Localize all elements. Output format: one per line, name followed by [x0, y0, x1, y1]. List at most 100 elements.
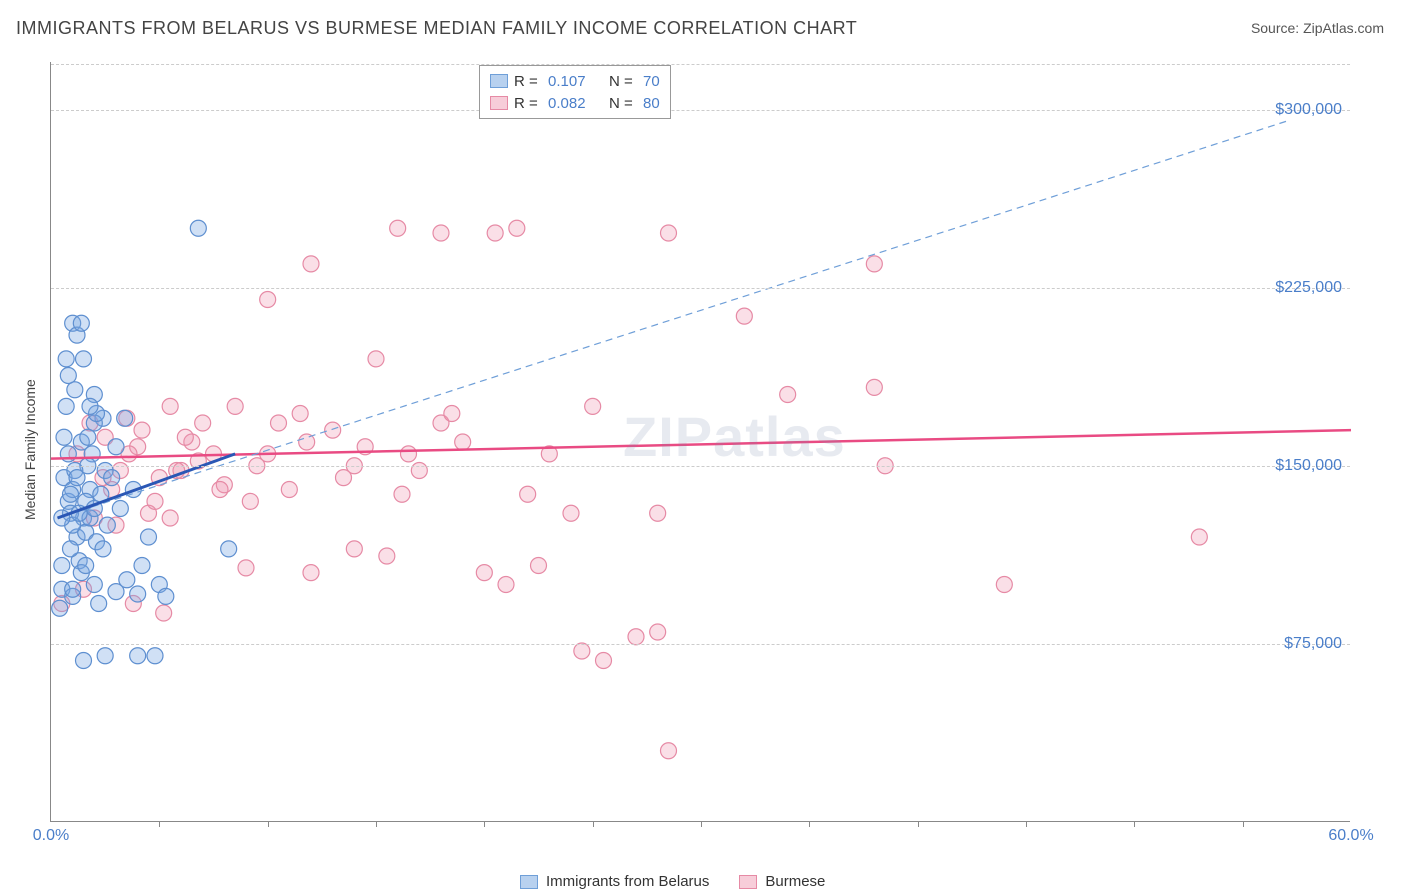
scatter-point: [866, 256, 882, 272]
scatter-point: [65, 581, 81, 597]
scatter-point: [531, 558, 547, 574]
gridline: [51, 644, 1350, 645]
scatter-point: [63, 486, 79, 502]
scatter-point: [117, 410, 133, 426]
x-tick-mark: [376, 821, 377, 827]
scatter-point: [650, 505, 666, 521]
scatter-point: [271, 415, 287, 431]
scatter-point: [242, 493, 258, 509]
scatter-point: [212, 482, 228, 498]
scatter-point: [394, 486, 410, 502]
scatter-point: [303, 256, 319, 272]
scatter-point: [99, 517, 115, 533]
scatter-point: [346, 541, 362, 557]
scatter-point: [650, 624, 666, 640]
scatter-point: [134, 558, 150, 574]
scatter-point: [63, 541, 79, 557]
scatter-point: [158, 588, 174, 604]
scatter-point: [379, 548, 395, 564]
source-label: Source: ZipAtlas.com: [1251, 20, 1384, 36]
scatter-point: [190, 220, 206, 236]
scatter-point: [281, 482, 297, 498]
scatter-point: [54, 558, 70, 574]
scatter-point: [104, 470, 120, 486]
scatter-point: [52, 600, 68, 616]
gridline: [51, 288, 1350, 289]
x-min-label: 0.0%: [33, 827, 69, 845]
scatter-point: [736, 308, 752, 324]
scatter-point: [147, 493, 163, 509]
legend-top-row: R = 0.107 N = 70: [490, 70, 660, 92]
scatter-point: [130, 648, 146, 664]
x-max-label: 60.0%: [1328, 827, 1373, 845]
x-tick-mark: [809, 821, 810, 827]
trend-line: [51, 430, 1351, 459]
scatter-point: [60, 368, 76, 384]
scatter-point: [487, 225, 503, 241]
scatter-point: [56, 429, 72, 445]
scatter-point: [67, 382, 83, 398]
scatter-point: [498, 577, 514, 593]
scatter-point: [444, 406, 460, 422]
scatter-point: [82, 398, 98, 414]
scatter-point: [299, 434, 315, 450]
scatter-point: [69, 470, 85, 486]
legend-n-label: N =: [609, 95, 637, 112]
plot-area: $75,000$150,000$225,000$300,0000.0%60.0%…: [50, 62, 1350, 822]
scatter-point: [78, 558, 94, 574]
legend-item-belarus: Immigrants from Belarus: [520, 873, 709, 890]
gridline: [51, 110, 1350, 111]
scatter-point: [325, 422, 341, 438]
scatter-point: [76, 653, 92, 669]
scatter-point: [141, 529, 157, 545]
scatter-point: [455, 434, 471, 450]
scatter-point: [476, 565, 492, 581]
scatter-point: [260, 292, 276, 308]
scatter-point: [95, 541, 111, 557]
y-axis-label: Median Family Income: [22, 379, 38, 520]
x-tick-mark: [484, 821, 485, 827]
scatter-point: [596, 653, 612, 669]
scatter-point: [336, 470, 352, 486]
chart-container: IMMIGRANTS FROM BELARUS VS BURMESE MEDIA…: [0, 0, 1406, 892]
x-tick-mark: [159, 821, 160, 827]
x-tick-mark: [268, 821, 269, 827]
legend-swatch: [490, 74, 508, 88]
legend-r-value: 0.082: [548, 95, 603, 112]
scatter-point: [73, 315, 89, 331]
scatter-point: [520, 486, 536, 502]
scatter-point: [58, 351, 74, 367]
scatter-point: [221, 541, 237, 557]
x-tick-mark: [593, 821, 594, 827]
scatter-point: [303, 565, 319, 581]
legend-swatch-burmese: [739, 875, 757, 889]
legend-r-label: R =: [514, 73, 542, 90]
scatter-point: [390, 220, 406, 236]
scatter-point: [195, 415, 211, 431]
legend-r-value: 0.107: [548, 73, 603, 90]
x-tick-mark: [701, 821, 702, 827]
scatter-point: [177, 429, 193, 445]
legend-label-belarus: Immigrants from Belarus: [546, 873, 709, 890]
scatter-point: [661, 743, 677, 759]
scatter-point: [162, 510, 178, 526]
x-tick-mark: [1134, 821, 1135, 827]
y-tick-label: $75,000: [1284, 635, 1342, 653]
legend-n-label: N =: [609, 73, 637, 90]
scatter-point: [119, 572, 135, 588]
scatter-point: [563, 505, 579, 521]
scatter-point: [91, 596, 107, 612]
x-tick-mark: [918, 821, 919, 827]
chart-title: IMMIGRANTS FROM BELARUS VS BURMESE MEDIA…: [16, 18, 857, 39]
trend-line-dashed: [58, 121, 1287, 518]
scatter-point: [97, 648, 113, 664]
scatter-point: [86, 577, 102, 593]
scatter-point: [292, 406, 308, 422]
y-tick-label: $300,000: [1275, 101, 1342, 119]
legend-label-burmese: Burmese: [765, 873, 825, 890]
scatter-point: [996, 577, 1012, 593]
scatter-point: [368, 351, 384, 367]
legend-swatch: [490, 96, 508, 110]
scatter-point: [112, 501, 128, 517]
legend-n-value: 70: [643, 73, 660, 90]
